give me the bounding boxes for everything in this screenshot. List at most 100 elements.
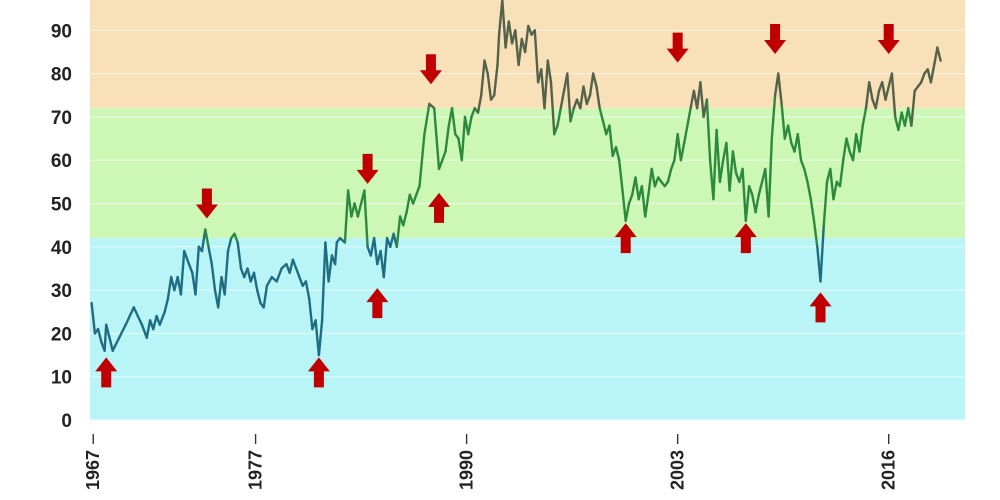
series-segment [382,236,389,279]
data-point [550,81,552,83]
data-point [560,107,562,109]
series-segment [496,33,501,67]
data-point [595,86,598,88]
data-point [586,103,588,105]
series-segment [333,241,338,266]
series-segment [152,314,158,331]
series-segment [683,124,689,145]
data-point [246,267,249,270]
series-segment [194,245,201,296]
data-point [474,107,476,109]
data-point [771,138,773,140]
series-segment [767,137,773,218]
data-point [389,246,391,248]
data-point [363,189,365,192]
data-point [524,51,526,53]
y-tick-label: 0 [61,411,72,432]
series-segment [476,94,483,114]
x-tick-label: 1977 [246,450,266,490]
data-point [781,103,783,105]
series-segment [718,158,725,184]
series-segment [812,219,819,249]
data-point [923,73,926,75]
series-segment [533,29,540,84]
data-point [914,90,916,92]
data-point [897,129,900,131]
data-point [810,198,812,200]
data-point [339,237,341,239]
arrow-down-icon [764,23,787,54]
series-segment [618,158,624,192]
series-segment [712,128,718,201]
series-segment [411,193,418,205]
data-point [816,246,818,248]
data-point [505,47,507,49]
data-point [180,293,182,295]
data-point [467,133,469,135]
series-segment [467,115,473,136]
data-point [858,150,861,153]
series-segment [676,132,683,162]
series-segment [233,232,239,244]
data-point [104,350,106,352]
series-segment [295,267,301,279]
data-point [641,185,643,187]
series-segment [265,275,273,287]
data-point [125,324,127,326]
series-segment [507,20,514,45]
series-segment [595,85,601,110]
series-segment [874,89,881,110]
data-point [703,116,705,118]
series-segment [832,180,838,201]
series-segment [346,189,353,218]
data-point [480,94,482,96]
data-point [531,34,533,36]
data-point [761,181,763,183]
series-segment [715,128,722,184]
series-segment [145,319,152,339]
series-segment [653,176,660,188]
data-point [285,263,287,265]
series-segment [486,72,493,101]
data-point [618,159,620,161]
y-tick-label: 60 [51,151,72,172]
series-segment [829,167,835,201]
x-tick-label: 2016 [879,450,899,490]
data-point [292,259,294,261]
data-point [543,107,546,109]
data-point [321,319,323,321]
data-point [183,250,185,252]
data-point [224,293,226,295]
data-point [518,64,520,66]
data-point [501,0,503,1]
data-point [393,233,395,235]
data-point [438,168,440,170]
y-axis: 0 10 20 30 40 50 60 70 80 90 [51,21,72,432]
series-segment [304,280,311,300]
data-point [628,202,630,205]
series-segment [527,24,533,36]
series-segment [588,72,595,97]
arrow-up-icon [614,223,637,254]
series-segment [252,271,259,292]
data-point [271,276,273,278]
series-segment [104,323,111,339]
data-point [777,73,779,75]
series-segment [405,193,411,214]
series-segment [799,158,806,171]
data-point [751,194,753,196]
series-segment [108,336,114,352]
series-segment [780,102,786,140]
data-point [386,237,388,239]
data-point [177,276,179,278]
series-segment [317,319,324,357]
series-segment [809,197,816,223]
data-point [927,68,929,70]
series-segment [556,106,562,127]
series-segment [210,262,217,292]
data-point [755,211,757,213]
series-segment [546,59,553,84]
data-point [602,120,604,122]
data-point [250,280,252,282]
series-segment [480,59,486,97]
